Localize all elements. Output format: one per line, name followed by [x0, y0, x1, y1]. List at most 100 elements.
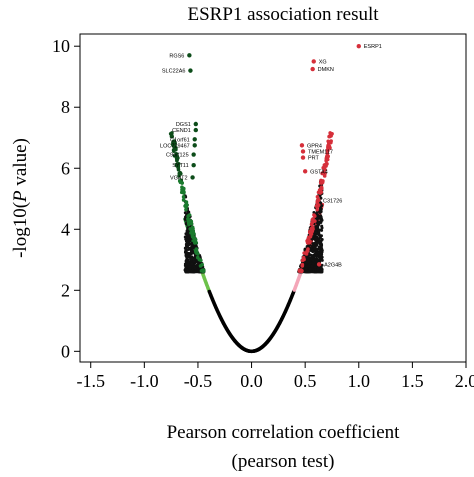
data-point — [314, 233, 318, 237]
data-point — [191, 163, 196, 168]
data-point — [319, 250, 323, 254]
data-point — [318, 210, 322, 214]
data-point — [300, 155, 306, 160]
data-point — [174, 151, 179, 156]
data-point — [192, 246, 196, 250]
data-point — [189, 221, 194, 226]
x-tick-label: 0.5 — [294, 371, 317, 391]
data-point — [184, 265, 188, 269]
x-tick-label: -0.5 — [184, 371, 213, 391]
data-point — [191, 226, 195, 231]
data-point — [183, 211, 187, 215]
data-point — [314, 204, 319, 208]
data-point — [317, 188, 322, 192]
data-point — [192, 232, 196, 236]
data-point — [179, 180, 183, 185]
data-point — [316, 262, 322, 267]
data-point — [314, 226, 318, 230]
data-point — [184, 254, 188, 258]
data-point — [175, 158, 179, 163]
data-point — [314, 236, 318, 240]
point-label: TMEM117 — [308, 149, 333, 155]
data-point — [307, 270, 311, 274]
x-axis: -1.5 -1.0 -0.5 0.0 0.5 1.0 1.5 2.0 — [76, 362, 474, 391]
data-point — [184, 260, 188, 264]
data-point — [188, 252, 192, 256]
data-point — [321, 166, 326, 170]
data-point — [197, 257, 202, 262]
data-point — [185, 251, 189, 255]
y-axis: 0 2 4 6 8 10 — [52, 36, 80, 361]
data-point — [177, 171, 182, 176]
point-label: SLC22A6 — [162, 69, 186, 75]
data-point — [187, 222, 191, 227]
data-point — [170, 134, 174, 139]
plot-frame — [79, 33, 467, 363]
data-point — [300, 149, 306, 154]
y-tick-label: 6 — [61, 158, 70, 178]
data-point — [181, 188, 186, 192]
data-point — [200, 262, 204, 267]
data-point — [312, 213, 316, 217]
data-point — [300, 262, 305, 267]
point-label: VGAT2 — [170, 175, 188, 181]
data-point — [317, 228, 321, 232]
data-point — [320, 204, 324, 208]
data-point — [320, 171, 324, 176]
data-point — [184, 200, 189, 204]
data-point — [184, 207, 188, 212]
data-point — [184, 247, 188, 251]
data-point — [189, 255, 193, 259]
data-point — [306, 260, 310, 264]
data-point — [187, 53, 192, 58]
data-point — [306, 237, 310, 242]
data-point — [318, 267, 322, 271]
data-point — [319, 215, 323, 219]
data-point — [302, 169, 308, 174]
data-point — [174, 162, 179, 167]
data-point — [189, 257, 193, 261]
data-point — [315, 195, 320, 199]
point-label: C1orf61 — [170, 137, 190, 143]
data-point — [310, 66, 315, 72]
data-point — [318, 235, 322, 239]
data-point — [305, 249, 310, 253]
data-point — [185, 237, 189, 241]
data-point — [306, 264, 310, 268]
data-point — [190, 251, 194, 255]
data-point — [323, 162, 328, 167]
data-point — [320, 180, 325, 185]
point-label: RGS6 — [169, 53, 184, 59]
data-point — [310, 254, 314, 258]
y-tick-label: 0 — [61, 341, 70, 361]
data-point — [318, 253, 322, 257]
point-label: C9orf125 — [166, 153, 189, 159]
y-tick-label: 4 — [61, 219, 70, 239]
data-point — [193, 270, 197, 274]
data-point — [325, 149, 330, 153]
y-axis-label: -log10(P value) — [10, 138, 31, 258]
data-point — [187, 243, 191, 247]
point-label: ESRP1 — [364, 44, 382, 50]
x-tick-label: 2.0 — [455, 371, 474, 391]
data-point — [186, 232, 190, 236]
data-point — [317, 222, 321, 226]
point-label: LOC729467 — [160, 143, 190, 149]
data-point — [299, 143, 305, 148]
data-point — [326, 139, 330, 144]
data-point — [313, 247, 317, 251]
data-point — [308, 267, 312, 271]
data-point — [186, 268, 190, 272]
data-point — [325, 151, 330, 156]
data-point — [316, 213, 320, 217]
data-point — [320, 258, 324, 262]
data-point — [308, 234, 313, 239]
data-point — [311, 262, 315, 266]
data-point — [190, 262, 194, 266]
x-tick-label: -1.5 — [76, 371, 105, 391]
data-point — [192, 143, 197, 148]
data-point — [172, 139, 177, 143]
data-point — [193, 127, 198, 133]
x-axis-label-line1: Pearson correlation coefficient — [167, 422, 401, 443]
data-point — [315, 198, 321, 203]
